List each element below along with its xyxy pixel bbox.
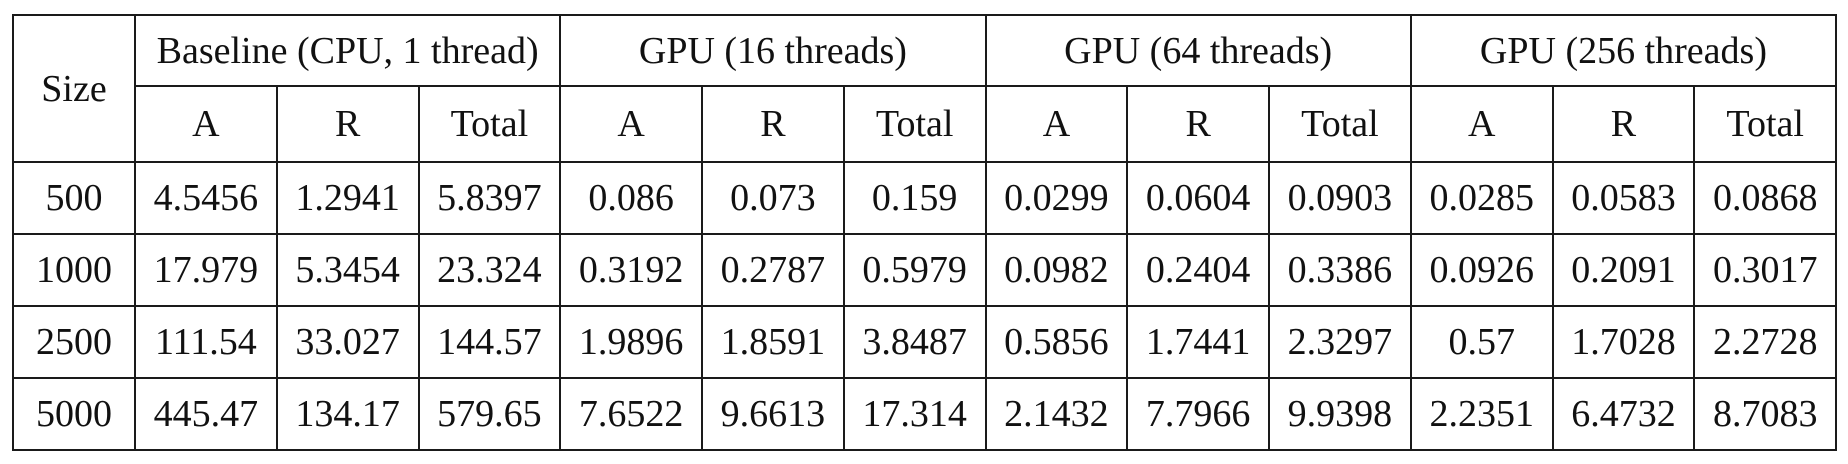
table-cell: 0.0926 — [1409, 233, 1554, 307]
table-cell: 2.2728 — [1693, 305, 1838, 379]
table-cell: 0.0299 — [984, 161, 1129, 235]
table-cell: 1.7441 — [1126, 305, 1271, 379]
group-header-baseline: Baseline (CPU, 1 thread) — [133, 14, 562, 87]
table-cell: 17.979 — [134, 233, 278, 307]
size-cell: 2500 — [12, 305, 136, 379]
table-row: 5000 445.47 134.17 579.65 7.6522 9.6613 … — [12, 377, 1838, 451]
table-cell: 2.1432 — [984, 377, 1129, 451]
group-header-gpu-64: GPU (64 threads) — [984, 14, 1412, 87]
table-cell: 17.314 — [842, 377, 987, 451]
table-cell: 0.073 — [701, 161, 845, 235]
table-cell: 7.6522 — [559, 377, 704, 451]
column-header: R — [1126, 85, 1271, 163]
table-cell: 144.57 — [417, 305, 562, 379]
group-header-gpu-256: GPU (256 threads) — [1409, 14, 1838, 87]
table-cell: 9.6613 — [701, 377, 845, 451]
column-header: R — [1551, 85, 1696, 163]
column-header-row: A R Total A R Total A R Total A R Total — [13, 85, 1838, 163]
table-cell: 2.3297 — [1268, 305, 1412, 379]
table-cell: 0.0285 — [1409, 161, 1554, 235]
table-cell: 111.54 — [134, 305, 278, 379]
table-cell: 0.3192 — [559, 233, 704, 307]
table-cell: 0.3017 — [1693, 233, 1838, 307]
column-header: A — [559, 85, 704, 163]
results-table: Size Baseline (CPU, 1 thread) GPU (16 th… — [12, 14, 1838, 451]
table-cell: 0.2787 — [701, 233, 845, 307]
column-header: A — [984, 85, 1129, 163]
table-cell: 0.5979 — [842, 233, 987, 307]
table-cell: 6.4732 — [1551, 377, 1696, 451]
table-cell: 9.9398 — [1268, 377, 1412, 451]
table-cell: 1.9896 — [559, 305, 704, 379]
size-cell: 1000 — [12, 233, 136, 307]
table-cell: 0.0982 — [984, 233, 1129, 307]
table-cell: 0.3386 — [1268, 233, 1412, 307]
table-cell: 23.324 — [417, 233, 562, 307]
table-cell: 0.0583 — [1551, 161, 1696, 235]
table-cell: 0.2091 — [1551, 233, 1696, 307]
table-cell: 134.17 — [275, 377, 420, 451]
table-cell: 579.65 — [417, 377, 562, 451]
column-header: Total — [1693, 85, 1838, 163]
column-header: Total — [1268, 85, 1412, 163]
column-header: Total — [842, 85, 987, 163]
table-row: 500 4.5456 1.2941 5.8397 0.086 0.073 0.1… — [12, 161, 1838, 235]
table-cell: 1.7028 — [1551, 305, 1696, 379]
table-cell: 445.47 — [134, 377, 278, 451]
size-cell: 5000 — [12, 377, 136, 451]
table-cell: 33.027 — [275, 305, 420, 379]
table-cell: 3.8487 — [842, 305, 987, 379]
table-row: 2500 111.54 33.027 144.57 1.9896 1.8591 … — [12, 305, 1838, 379]
table-cell: 1.8591 — [701, 305, 845, 379]
table-cell: 0.0903 — [1268, 161, 1412, 235]
column-header: R — [275, 85, 420, 163]
table-cell: 5.8397 — [417, 161, 562, 235]
column-header: A — [1409, 85, 1554, 163]
table-cell: 0.159 — [842, 161, 987, 235]
group-header-gpu-16: GPU (16 threads) — [559, 14, 987, 87]
table-cell: 0.57 — [1409, 305, 1554, 379]
table-cell: 5.3454 — [275, 233, 420, 307]
table-row: 1000 17.979 5.3454 23.324 0.3192 0.2787 … — [12, 233, 1838, 307]
table-cell: 4.5456 — [134, 161, 278, 235]
table-cell: 2.2351 — [1409, 377, 1554, 451]
group-header-row: Size Baseline (CPU, 1 thread) GPU (16 th… — [12, 14, 1838, 163]
size-cell: 500 — [12, 161, 136, 235]
table-cell: 0.086 — [559, 161, 704, 235]
column-header: Total — [417, 85, 562, 163]
table-cell: 8.7083 — [1693, 377, 1838, 451]
table-cell: 0.2404 — [1126, 233, 1271, 307]
column-header: R — [701, 85, 845, 163]
table-cell: 0.5856 — [984, 305, 1129, 379]
column-header: A — [134, 85, 278, 163]
table-cell: 7.7966 — [1126, 377, 1271, 451]
size-header: Size — [12, 14, 136, 163]
table-cell: 0.0604 — [1126, 161, 1271, 235]
table-cell: 1.2941 — [275, 161, 420, 235]
table-cell: 0.0868 — [1693, 161, 1838, 235]
